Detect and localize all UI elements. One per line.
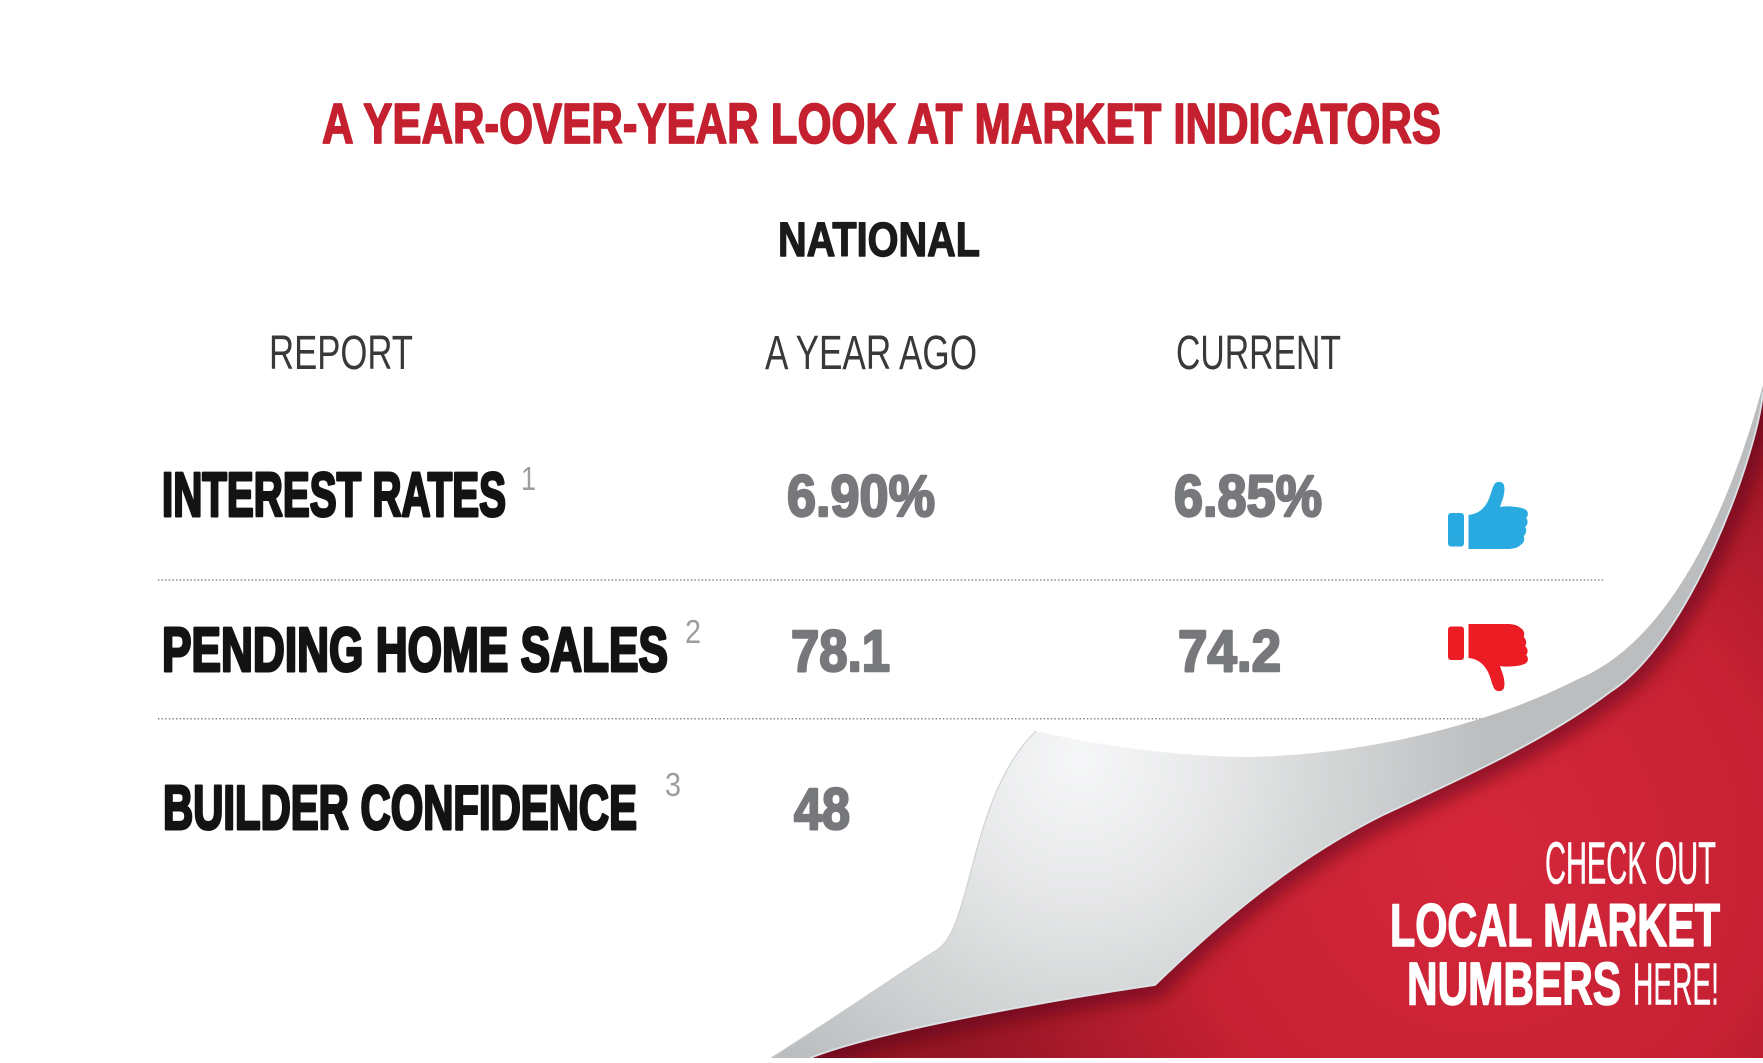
svg-text:3: 3 — [665, 766, 681, 803]
svg-text:A YEAR-OVER-YEAR LOOK AT MARKE: A YEAR-OVER-YEAR LOOK AT MARKET INDICATO… — [322, 92, 1441, 156]
svg-text:2: 2 — [685, 613, 701, 650]
svg-text:NATIONAL: NATIONAL — [778, 214, 980, 267]
svg-text:A YEAR AGO: A YEAR AGO — [765, 327, 977, 380]
svg-text:CHECK OUT: CHECK OUT — [1545, 831, 1716, 897]
svg-text:INTEREST RATES: INTEREST RATES — [162, 461, 506, 530]
svg-text:78.1: 78.1 — [791, 619, 890, 684]
svg-text:74.2: 74.2 — [1178, 619, 1281, 684]
svg-text:HERE!: HERE! — [1633, 952, 1719, 1018]
svg-text:BUILDER CONFIDENCE: BUILDER CONFIDENCE — [163, 774, 637, 843]
svg-text:CURRENT: CURRENT — [1176, 327, 1341, 380]
svg-text:LOCAL MARKET: LOCAL MARKET — [1390, 892, 1720, 959]
svg-text:REPORT: REPORT — [269, 327, 413, 380]
svg-text:6.90%: 6.90% — [787, 464, 935, 529]
svg-text:1: 1 — [521, 460, 536, 497]
svg-text:6.85%: 6.85% — [1174, 464, 1322, 529]
svg-text:PENDING HOME SALES: PENDING HOME SALES — [162, 616, 668, 685]
svg-text:48: 48 — [794, 777, 850, 842]
svg-text:NUMBERS: NUMBERS — [1407, 951, 1621, 1018]
